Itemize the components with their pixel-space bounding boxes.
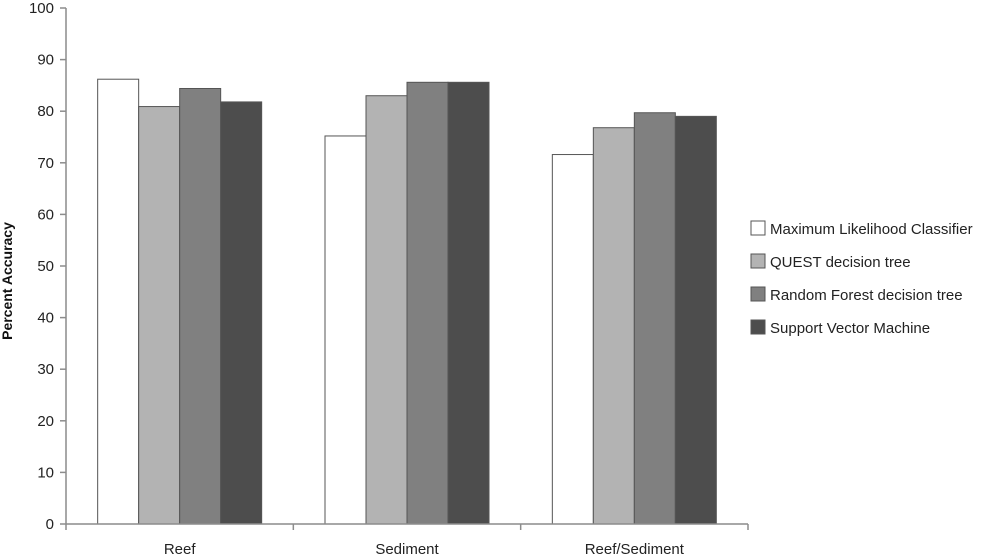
bar-sediment-series-3 xyxy=(447,81,490,525)
y-axis-title: Percent Accuracy xyxy=(0,222,15,340)
y-tick-label: 20 xyxy=(37,413,54,430)
bar-sediment-series-0 xyxy=(324,135,367,525)
y-tick-label: 50 xyxy=(37,258,54,275)
bar-sediment-series-1 xyxy=(365,95,408,525)
x-category-label: Reef xyxy=(164,541,197,558)
y-axis-ticks: 0 10 20 30 40 50 60 70 80 90 100 xyxy=(29,0,66,533)
y-tick-label: 30 xyxy=(37,361,54,378)
y-tick-label: 10 xyxy=(37,464,54,481)
legend-label: Random Forest decision tree xyxy=(770,287,963,304)
bar-sediment-series-2 xyxy=(406,81,449,525)
legend-label: Support Vector Machine xyxy=(770,320,930,337)
bar-reef-sediment-series-1 xyxy=(592,127,635,525)
axes xyxy=(65,8,749,530)
y-tick-label: 100 xyxy=(29,0,54,17)
y-tick-label: 0 xyxy=(46,516,54,533)
bar-reef-sediment-series-2 xyxy=(633,112,676,525)
y-tick-label: 40 xyxy=(37,310,54,327)
x-category-label: Sediment xyxy=(375,541,439,558)
legend-swatch xyxy=(750,319,766,335)
y-tick-label: 90 xyxy=(37,52,54,69)
x-axis-labels: Reef Sediment Reef/Sediment xyxy=(164,541,685,558)
y-tick-label: 80 xyxy=(37,103,54,120)
bar-reef-sediment-series-0 xyxy=(551,154,594,525)
y-tick-label: 70 xyxy=(37,155,54,172)
bar-reef-series-0 xyxy=(97,78,140,525)
y-tick-label: 60 xyxy=(37,206,54,223)
x-category-label: Reef/Sediment xyxy=(585,541,685,558)
bar-reef-series-1 xyxy=(138,106,181,525)
bars xyxy=(97,78,717,525)
legend-swatch xyxy=(750,220,766,236)
bar-reef-series-2 xyxy=(179,87,222,525)
legend-swatch xyxy=(750,253,766,269)
legend-label: Maximum Likelihood Classifier xyxy=(770,221,973,238)
legend-swatch xyxy=(750,286,766,302)
bar-reef-sediment-series-3 xyxy=(674,115,717,525)
bar-reef-series-3 xyxy=(220,101,263,525)
legend-label: QUEST decision tree xyxy=(770,254,911,271)
legend: Maximum Likelihood Classifier QUEST decis… xyxy=(750,220,973,337)
